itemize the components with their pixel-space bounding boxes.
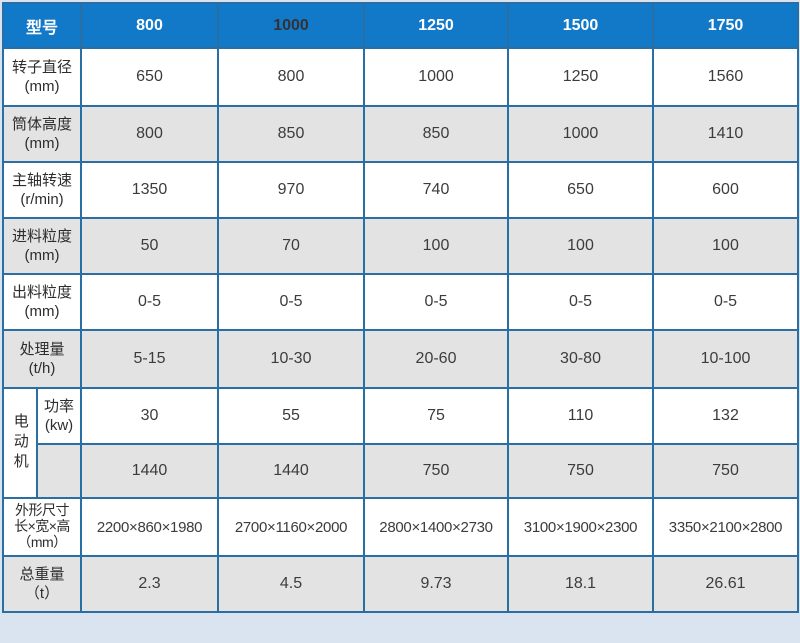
cell: 50 (80, 217, 220, 275)
cell: 2800×1400×2730 (363, 497, 510, 557)
header-model-label: 型号 (1, 2, 83, 49)
cell: 2200×860×1980 (80, 497, 220, 557)
table-row-discharge-size: 出料粒度 (mm) 0-5 0-5 0-5 0-5 0-5 (1, 273, 800, 331)
cell: 0-5 (652, 273, 800, 331)
cell: 650 (507, 161, 655, 219)
cell: 26.61 (652, 555, 800, 613)
row-label: 外形尺寸 长×宽×高 （mm） (1, 497, 83, 557)
cell: 0-5 (80, 273, 220, 331)
table-row-rotor-diameter: 转子直径 (mm) 650 800 1000 1250 1560 (1, 47, 800, 107)
row-label: 总重量 （t） (1, 555, 83, 613)
table-row-total-weight: 总重量 （t） 2.3 4.5 9.73 18.1 26.61 (1, 555, 800, 613)
cell: 20-60 (363, 329, 510, 389)
header-row: 型号 800 1000 1250 1500 1750 (1, 2, 800, 49)
spec-table: 型号 800 1000 1250 1500 1750 转子直径 (mm) 650… (1, 2, 800, 613)
table-row-capacity: 处理量 (t/h) 5-15 10-30 20-60 30-80 10-100 (1, 329, 800, 389)
cell: 70 (217, 217, 366, 275)
header-col-800: 800 (80, 2, 220, 49)
table-row-cylinder-height: 筒体高度 (mm) 800 850 850 1000 1410 (1, 105, 800, 163)
cell: 850 (363, 105, 510, 163)
row-label: 出料粒度 (mm) (1, 273, 83, 331)
cell: 110 (507, 387, 655, 445)
cell: 800 (217, 47, 366, 107)
row-label: 转子直径 (mm) (1, 47, 83, 107)
cell: 10-30 (217, 329, 366, 389)
cell: 1440 (217, 443, 366, 499)
cell: 1350 (80, 161, 220, 219)
cell: 970 (217, 161, 366, 219)
row-sublabel-empty (35, 443, 83, 499)
cell: 100 (652, 217, 800, 275)
cell: 1250 (507, 47, 655, 107)
cell: 1000 (507, 105, 655, 163)
cell: 1000 (363, 47, 510, 107)
cell: 5-15 (80, 329, 220, 389)
cell: 800 (80, 105, 220, 163)
cell: 100 (363, 217, 510, 275)
cell: 1410 (652, 105, 800, 163)
cell: 0-5 (507, 273, 655, 331)
header-col-1250: 1250 (363, 2, 510, 49)
cell: 30 (80, 387, 220, 445)
motor-group-label: 电动机 (2, 387, 38, 499)
row-sublabel: 功率 (kw) (35, 387, 83, 445)
row-label: 主轴转速 (r/min) (1, 161, 83, 219)
cell: 75 (363, 387, 510, 445)
table-row-spindle-speed: 主轴转速 (r/min) 1350 970 740 650 600 (1, 161, 800, 219)
cell: 18.1 (507, 555, 655, 613)
table-row-motor-power: 电动机 功率 (kw) 30 55 75 110 132 (2, 387, 800, 499)
row-label: 筒体高度 (mm) (1, 105, 83, 163)
table-row-overall-dimensions: 外形尺寸 长×宽×高 （mm） 2200×860×1980 2700×1160×… (1, 497, 800, 557)
cell: 0-5 (363, 273, 510, 331)
table-row-feed-size: 进料粒度 (mm) 50 70 100 100 100 (1, 217, 800, 275)
cell: 750 (363, 443, 510, 499)
cell: 2700×1160×2000 (217, 497, 366, 557)
cell: 30-80 (507, 329, 655, 389)
header-col-1750: 1750 (652, 2, 800, 49)
cell: 1560 (652, 47, 800, 107)
cell: 0-5 (217, 273, 366, 331)
row-label: 处理量 (t/h) (1, 329, 83, 389)
cell: 9.73 (363, 555, 510, 613)
cell: 750 (652, 443, 800, 499)
cell: 132 (652, 387, 800, 445)
cell: 3350×2100×2800 (652, 497, 800, 557)
cell: 2.3 (80, 555, 220, 613)
header-col-1000: 1000 (217, 2, 366, 49)
table-row-motor-speed: 1440 1440 750 750 750 (3, 443, 800, 499)
cell: 1440 (80, 443, 220, 499)
cell: 750 (507, 443, 655, 499)
row-label: 进料粒度 (mm) (1, 217, 83, 275)
cell: 4.5 (217, 555, 366, 613)
header-col-1500: 1500 (507, 2, 655, 49)
cell: 3100×1900×2300 (507, 497, 655, 557)
cell: 650 (80, 47, 220, 107)
cell: 10-100 (652, 329, 800, 389)
cell: 55 (217, 387, 366, 445)
cell: 600 (652, 161, 800, 219)
cell: 100 (507, 217, 655, 275)
cell: 740 (363, 161, 510, 219)
cell: 850 (217, 105, 366, 163)
